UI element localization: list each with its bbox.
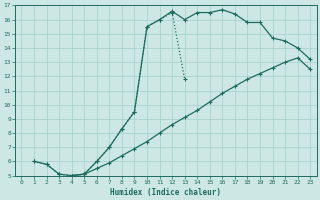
X-axis label: Humidex (Indice chaleur): Humidex (Indice chaleur)	[110, 188, 221, 197]
